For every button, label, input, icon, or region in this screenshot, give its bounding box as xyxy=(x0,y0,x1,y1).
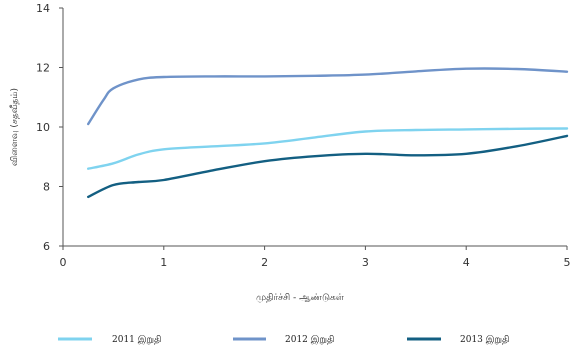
x-tick-label: 4 xyxy=(463,256,470,269)
y-tick-label: 10 xyxy=(36,121,50,134)
legend-label-2011: 2011 இறுதி xyxy=(112,335,161,345)
legend: 2011 இறுதி 2012 இறுதி 2013 இறுதி xyxy=(58,335,509,345)
y-tick-label: 14 xyxy=(36,2,50,15)
series-line-2012 xyxy=(87,67,569,126)
x-tick-label: 3 xyxy=(362,256,369,269)
x-tick-label: 1 xyxy=(160,256,167,269)
x-tick-label: 2 xyxy=(261,256,268,269)
y-tick-label: 8 xyxy=(43,181,50,194)
axes xyxy=(62,8,567,247)
legend-label-2012: 2012 இறுதி xyxy=(285,335,334,345)
x-tick-label: 5 xyxy=(564,256,570,269)
series-line-2011 xyxy=(87,127,569,170)
series-lines xyxy=(87,67,569,199)
y-axis-title: விளைவு (சதவீதம்) xyxy=(10,88,20,166)
legend-label-2013: 2013 இறுதி xyxy=(460,335,509,345)
series-line-2013 xyxy=(87,134,569,199)
y-tick-label: 6 xyxy=(43,240,50,253)
x-tick-label: 0 xyxy=(60,256,67,269)
x-axis-title: முதிர்ச்சி - ஆண்டுகள் xyxy=(256,293,345,303)
y-tick-label: 12 xyxy=(36,62,50,75)
y-ticks: 6 8 10 12 14 xyxy=(36,2,63,253)
x-ticks: 0 1 2 3 4 5 xyxy=(60,246,570,269)
